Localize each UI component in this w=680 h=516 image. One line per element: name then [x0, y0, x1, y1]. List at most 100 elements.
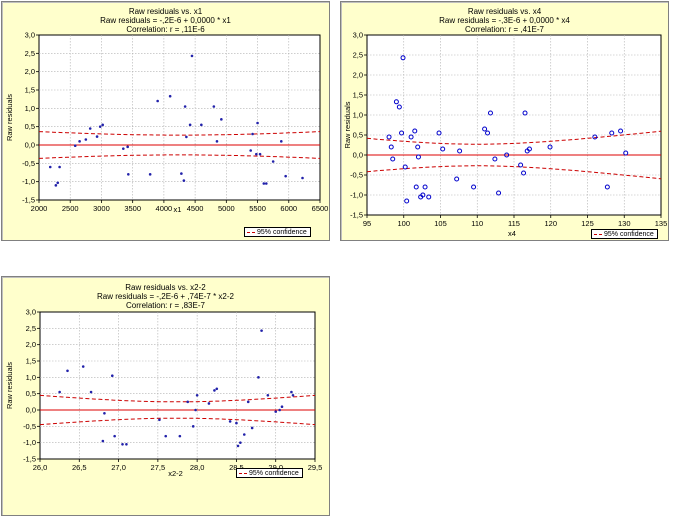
data-point	[485, 130, 491, 136]
y-tick-label: 0,0	[26, 406, 36, 415]
data-point	[101, 123, 104, 127]
x-tick-label: 2500	[62, 204, 79, 213]
data-point	[393, 99, 399, 105]
x-tick-label: 115	[508, 219, 520, 228]
legend-label: 95% confidence	[604, 231, 654, 238]
data-point	[250, 426, 254, 430]
data-point	[404, 198, 410, 204]
scatter-plot: 26,0 26,5 27,0 27,5 28,0 28,5 29,0 29,5 -1,5 -1,0…	[5, 308, 323, 479]
data-point	[126, 173, 130, 176]
data-point	[200, 123, 203, 127]
chart-title: Raw residuals vs. x2-2	[125, 283, 206, 292]
data-point	[188, 123, 192, 127]
data-point	[526, 146, 532, 152]
x-tick-label: 110	[471, 219, 483, 228]
y-tick-label: 1,5	[26, 357, 36, 366]
x-tick-label: 130	[618, 219, 631, 228]
data-point	[66, 369, 69, 373]
data-point	[185, 135, 188, 139]
data-point	[457, 148, 463, 154]
data-point	[190, 54, 194, 58]
chart-correlation: Correlation: r = ,41E-7	[465, 25, 544, 34]
data-point	[274, 410, 278, 413]
confidence-band-upper	[39, 394, 316, 403]
data-point	[58, 165, 61, 169]
x-axis-label: x1	[174, 205, 182, 214]
data-point	[103, 411, 106, 415]
y-tick-label: 2,0	[353, 71, 363, 80]
confidence-band-upper	[366, 130, 662, 145]
data-point	[257, 376, 260, 379]
data-point	[89, 390, 93, 394]
data-point	[110, 374, 114, 377]
data-point	[239, 441, 242, 444]
confidence-band-lower	[366, 165, 662, 180]
y-tick-label: 2,5	[25, 49, 35, 58]
data-point	[125, 443, 128, 446]
y-tick-label: 0,5	[25, 122, 35, 131]
y-tick-label: 0,5	[353, 131, 363, 140]
data-point	[56, 181, 60, 185]
data-point	[228, 420, 232, 423]
data-point	[48, 165, 52, 169]
data-point	[251, 132, 254, 136]
data-point	[54, 184, 58, 187]
data-point	[521, 170, 527, 176]
confidence-band-upper	[38, 131, 321, 136]
x-tick-label: 27,5	[151, 463, 166, 472]
data-point	[194, 408, 197, 412]
chart-panel-x2-2: Raw residuals vs. x2-2 Raw residuals = -…	[1, 276, 330, 516]
data-point	[415, 154, 421, 160]
y-tick-label: 3,0	[353, 31, 363, 40]
data-point	[84, 138, 88, 141]
data-point	[121, 443, 124, 446]
data-point	[195, 394, 199, 397]
data-point	[260, 329, 263, 332]
legend-dash-icon	[594, 233, 602, 235]
chart-legend: 95% confidence	[244, 227, 311, 237]
data-point	[156, 99, 159, 103]
x-tick-label: 105	[434, 219, 447, 228]
data-point	[113, 434, 116, 438]
scatter-plot: 2000 2500 3000 3500 4000 4500 5000 5500 6000 6500…	[5, 31, 328, 215]
y-tick-label: -1,5	[22, 196, 35, 205]
data-point	[262, 182, 266, 185]
data-point	[496, 190, 502, 196]
data-point	[256, 121, 259, 125]
x-axis-label: x4	[508, 229, 516, 238]
data-point	[422, 184, 428, 190]
data-point	[279, 140, 283, 143]
data-point	[547, 144, 553, 150]
x-tick-label: 29,5	[308, 463, 323, 472]
data-point	[623, 150, 629, 156]
y-tick-label: 2,0	[26, 340, 36, 349]
data-point	[88, 127, 92, 130]
confidence-band-lower	[39, 417, 316, 426]
data-point	[440, 146, 446, 152]
data-point	[504, 152, 510, 158]
data-point	[471, 184, 477, 190]
data-point	[266, 394, 270, 397]
legend-dash-icon	[247, 231, 255, 233]
data-point	[168, 94, 172, 98]
data-point	[412, 128, 418, 134]
x-tick-label: 2000	[31, 204, 48, 213]
chart-title: Raw residuals vs. x4	[467, 7, 542, 16]
x-tick-label: 28,0	[190, 463, 205, 472]
y-tick-label: 1,5	[353, 91, 363, 100]
data-point	[255, 152, 258, 156]
data-point	[522, 110, 528, 116]
x-tick-label: 125	[581, 219, 594, 228]
data-point	[212, 105, 216, 108]
data-point	[249, 149, 252, 152]
x-tick-label: 4500	[187, 204, 204, 213]
chart-title: Raw residuals vs. x1	[128, 7, 203, 16]
data-point	[604, 184, 610, 190]
y-tick-label: 0,5	[26, 389, 36, 398]
data-point	[618, 128, 624, 134]
data-point	[58, 390, 61, 394]
data-point	[246, 400, 250, 404]
data-point	[388, 144, 394, 150]
y-tick-label: -1,5	[350, 211, 363, 220]
data-point	[415, 144, 421, 150]
